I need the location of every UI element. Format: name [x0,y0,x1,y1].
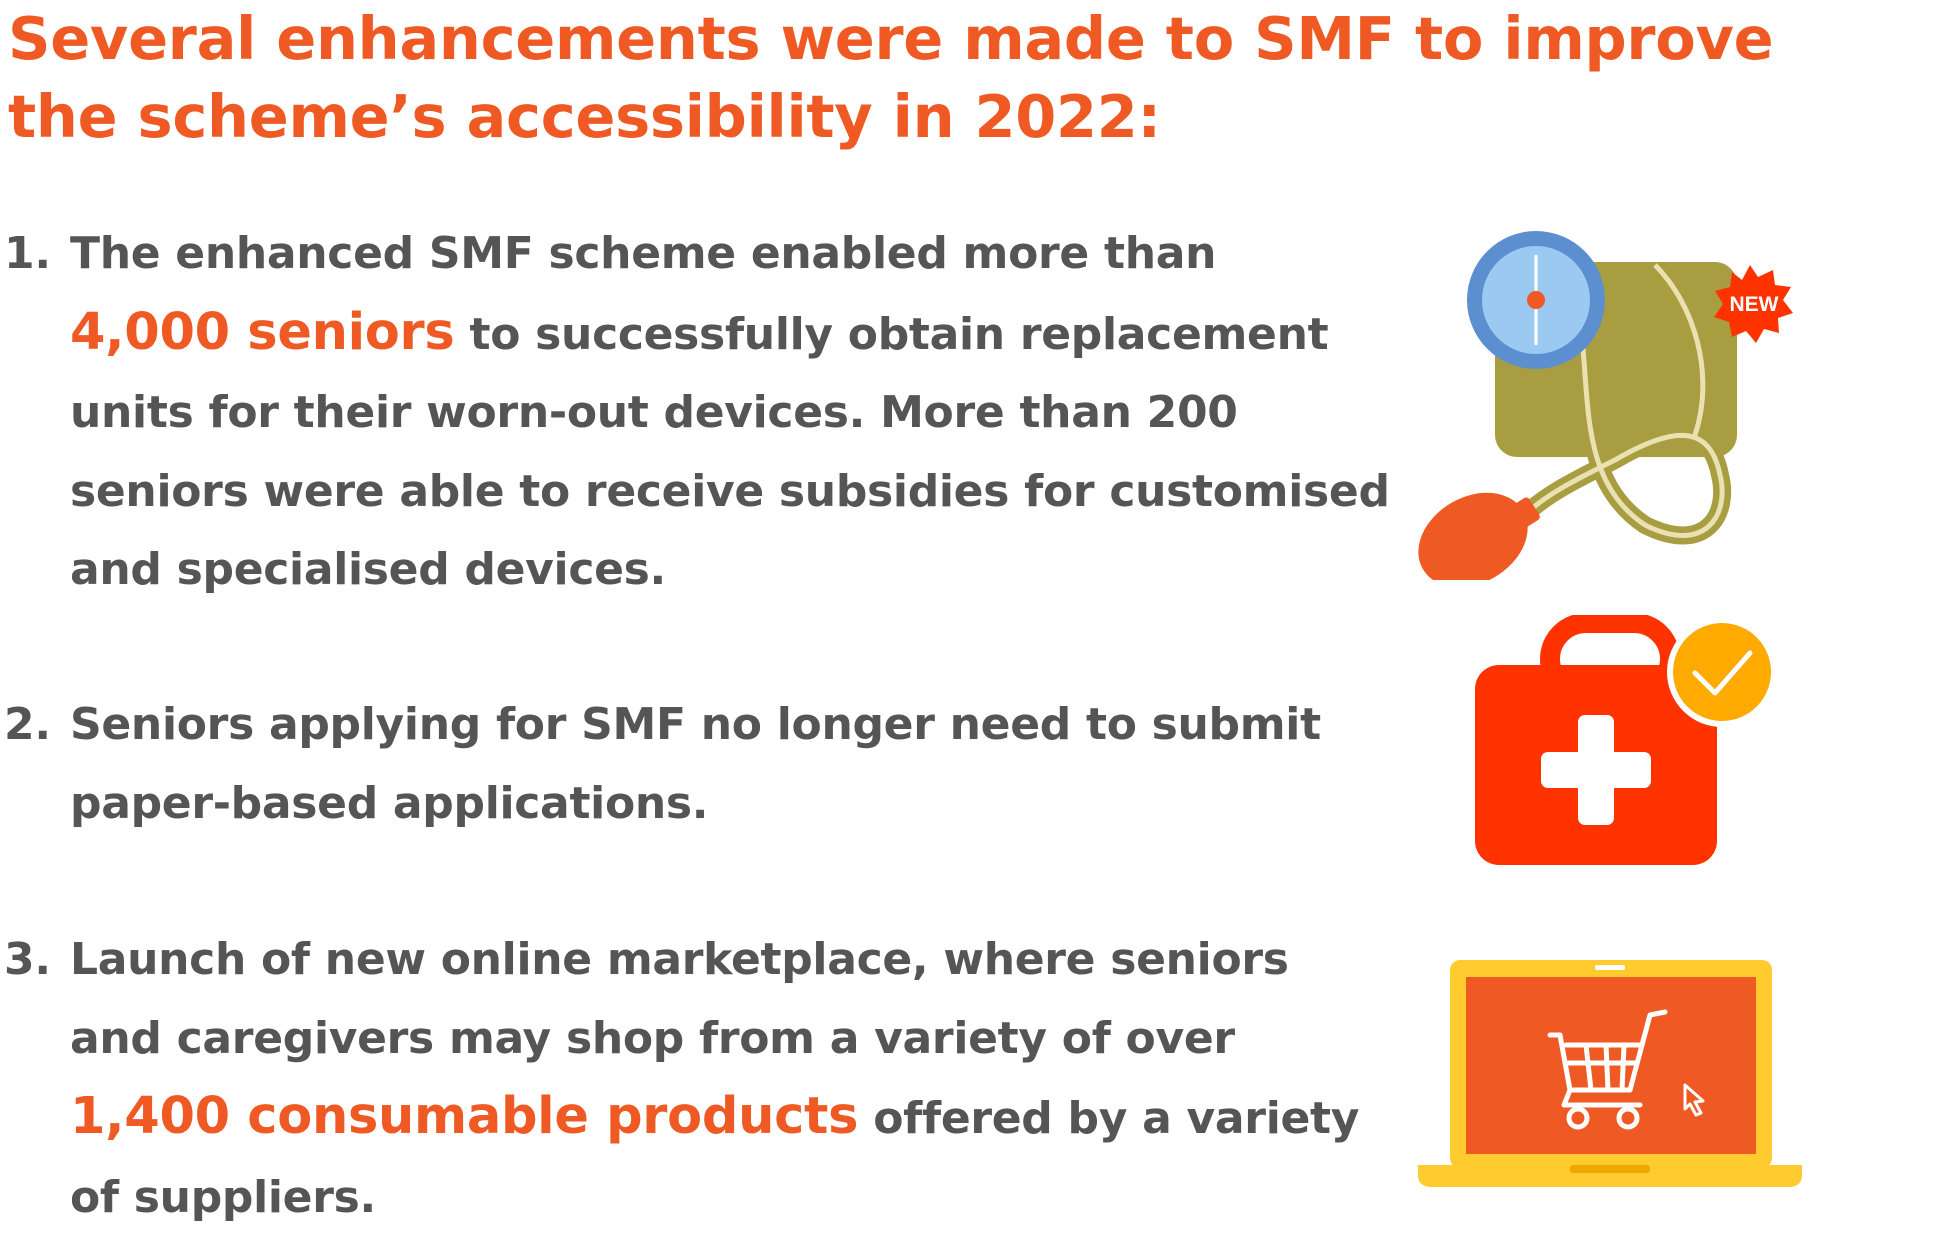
text-line: Launch of new online marketplace, where … [70,921,1390,1000]
text-fragment: offered by a variety [858,1093,1359,1144]
text-line: and caregivers may shop from a variety o… [70,1000,1390,1079]
blood-pressure-monitor-icon: NEW [1395,225,1795,580]
text-line: and specialised devices. [70,531,1390,610]
text-line: Seniors applying for SMF no longer need … [70,686,1390,765]
list-item-number: 3. [4,921,51,1000]
list-item-text: Seniors applying for SMF no longer need … [70,686,1390,843]
new-badge-label: NEW [1730,293,1779,316]
text-line: 1,400 consumable products offered by a v… [70,1078,1390,1159]
laptop-shopping-cart-icon [1410,955,1810,1195]
check-badge-icon [1667,617,1777,727]
text-line: of suppliers. [70,1159,1390,1237]
page-title: Several enhancements were made to SMF to… [8,0,1908,156]
text-line: units for their worn-out devices. More t… [70,374,1390,453]
page-title-line-2: the scheme’s accessibility in 2022: [8,78,1908,156]
text-line: 4,000 seniors to successfully obtain rep… [70,294,1390,375]
text-line: paper-based applications. [70,765,1390,844]
list-item-number: 1. [4,215,51,294]
list-item-text: The enhanced SMF scheme enabled more tha… [70,215,1390,610]
list-item-text: Launch of new online marketplace, where … [70,921,1390,1237]
list-item-number: 2. [4,686,51,765]
first-aid-kit-icon [1470,615,1780,870]
highlight-seniors-count: 4,000 seniors [70,303,454,362]
text-line: The enhanced SMF scheme enabled more tha… [70,215,1390,294]
highlight-products-count: 1,400 consumable products [70,1087,858,1146]
text-line: seniors were able to receive subsidies f… [70,453,1390,532]
page-title-line-1: Several enhancements were made to SMF to… [8,0,1908,78]
text-fragment: to successfully obtain replacement [454,309,1328,360]
